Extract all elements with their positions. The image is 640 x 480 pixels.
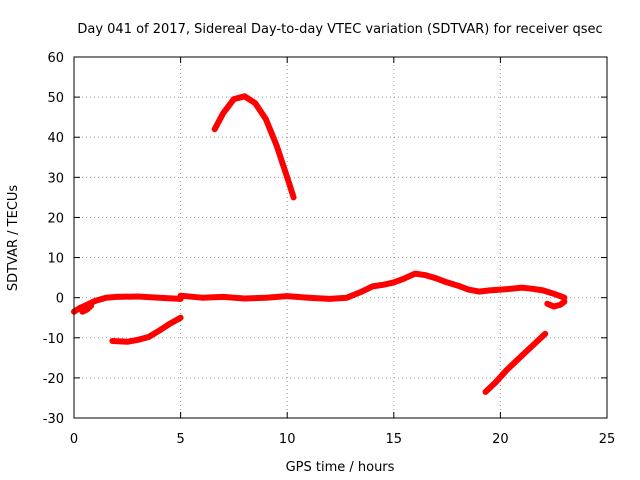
plot-frame — [73, 56, 608, 419]
y-tick-label: 30 — [47, 171, 64, 186]
x-tick-label: 20 — [492, 432, 509, 447]
series-arc-2 — [79, 302, 95, 315]
y-tick-label: -20 — [43, 372, 64, 387]
y-tick-label: -30 — [43, 412, 64, 427]
x-tick-label: 5 — [176, 432, 184, 447]
x-tick-label: 15 — [386, 432, 403, 447]
y-tick-label: -10 — [43, 332, 64, 347]
grid-lines — [74, 57, 607, 418]
y-tick-label: 50 — [47, 91, 64, 106]
x-tick-labels: 0 5 10 15 20 25 — [70, 432, 615, 447]
series-arc-1 — [71, 293, 184, 315]
chart-title: Day 041 of 2017, Sidereal Day-to-day VTE… — [77, 22, 602, 37]
y-tick-labels: -30 -20 -10 0 10 20 30 40 50 60 — [43, 51, 64, 427]
axis-ticks — [73, 56, 608, 419]
x-tick-label: 0 — [70, 432, 78, 447]
x-tick-label: 25 — [599, 432, 616, 447]
series-arc-4 — [177, 270, 568, 302]
y-tick-label: 40 — [47, 131, 64, 146]
y-tick-label: 20 — [47, 211, 64, 226]
data-series — [71, 93, 568, 395]
y-tick-label: 60 — [47, 51, 64, 66]
series-arc-5 — [544, 298, 568, 310]
series-arc-7 — [482, 330, 549, 395]
y-tick-label: 0 — [56, 292, 64, 307]
y-axis-title: SDTVAR / TECUs — [6, 185, 21, 292]
x-tick-label: 10 — [279, 432, 296, 447]
series-arc-3 — [109, 314, 184, 345]
y-tick-label: 10 — [47, 252, 64, 267]
x-axis-title: GPS time / hours — [286, 460, 395, 475]
series-arc-6 — [211, 93, 297, 201]
